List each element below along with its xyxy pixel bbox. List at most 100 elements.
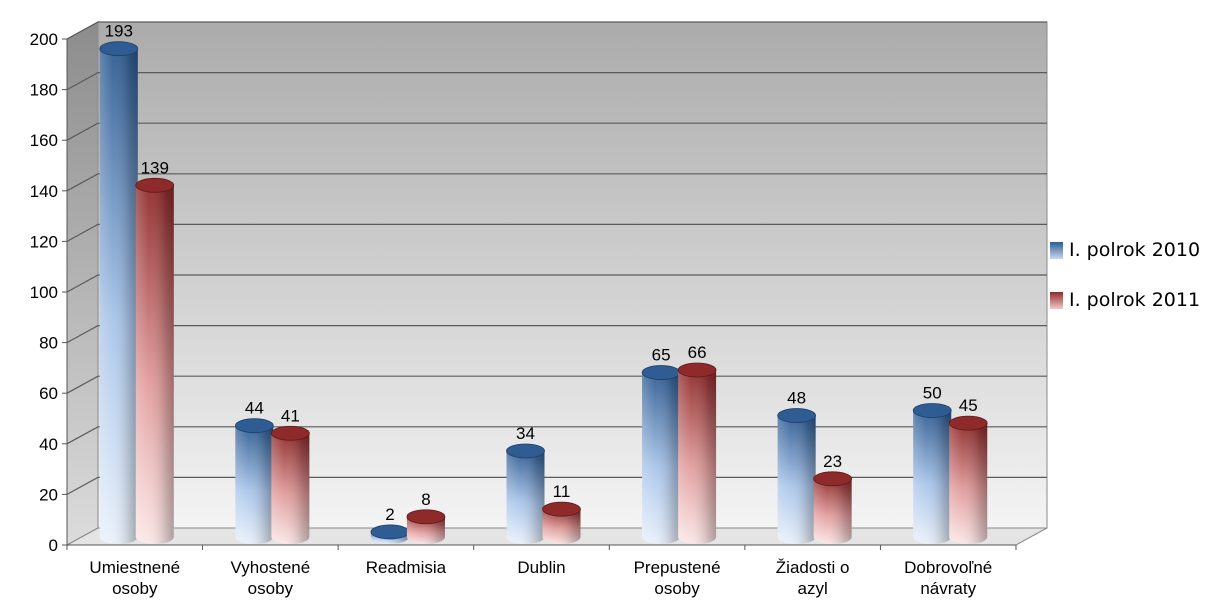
legend-label-2011: I. polrok 2011 — [1069, 289, 1201, 311]
y-tick-label: 200 — [30, 30, 58, 49]
x-tick-label: osoby — [112, 579, 158, 598]
data-label: 11 — [553, 482, 571, 501]
bars — [99, 41, 988, 545]
gridline — [66, 173, 1047, 192]
bar-shade — [813, 478, 852, 544]
bar — [641, 365, 681, 544]
gridline — [66, 476, 1047, 495]
y-tick-label: 100 — [30, 283, 58, 302]
bar-top — [406, 509, 446, 525]
gridline — [66, 71, 1047, 91]
x-tick-label: Dobrovoľné — [904, 558, 992, 577]
bar-top — [542, 501, 581, 517]
y-tick-label: 80 — [39, 334, 58, 353]
bar-top — [948, 415, 988, 431]
bar — [912, 403, 952, 544]
bar-shade — [235, 425, 274, 544]
bar — [99, 41, 139, 545]
bar-top — [135, 177, 175, 193]
y-tick-label: 40 — [39, 435, 58, 454]
bar-shade — [542, 509, 581, 544]
x-tick-label: Prepustené — [634, 558, 721, 577]
x-tick-label: osoby — [248, 579, 294, 598]
gridline — [66, 426, 1047, 445]
legend: I. polrok 2010 I. polrok 2011 — [1050, 238, 1220, 338]
data-label: 65 — [652, 346, 671, 365]
x-tick-label: Vyhostené — [230, 558, 310, 577]
legend-swatch-2010 — [1050, 241, 1063, 259]
x-tick-label: Umiestnené — [89, 558, 180, 577]
data-label: 2 — [385, 505, 394, 524]
bar-top — [99, 41, 139, 57]
data-labels: 193 139 44 41 2 8 34 11 65 66 48 23 50 45 — [105, 22, 978, 524]
bar-top — [234, 418, 274, 434]
bar — [542, 501, 581, 544]
gridline — [66, 274, 1047, 293]
legend-item-2011: I. polrok 2011 — [1050, 288, 1220, 312]
y-tick-label: 120 — [30, 232, 58, 251]
bar-shade — [777, 415, 816, 544]
bar — [270, 425, 310, 544]
data-label: 44 — [245, 399, 264, 418]
data-label: 8 — [421, 490, 430, 509]
bar-shade — [135, 185, 174, 544]
bar — [406, 509, 446, 544]
bar — [506, 443, 545, 544]
data-label: 193 — [105, 22, 133, 41]
bar-shade — [642, 372, 681, 544]
bar-top — [370, 524, 410, 540]
y-tick-label: 60 — [39, 384, 58, 403]
bar-top — [506, 443, 545, 459]
legend-label-2010: I. polrok 2010 — [1069, 239, 1201, 261]
x-tick-label: Dublin — [517, 558, 565, 577]
bar — [135, 177, 175, 544]
x-tick-label: azyl — [798, 579, 828, 598]
data-label: 34 — [516, 424, 535, 443]
gridlines — [66, 21, 1047, 495]
bar-shade — [949, 423, 988, 544]
x-tick-label: návraty — [920, 579, 976, 598]
bar — [948, 415, 988, 544]
bar — [234, 418, 274, 544]
data-label: 139 — [141, 158, 169, 177]
bar-top — [641, 365, 681, 380]
bar-shade — [678, 370, 717, 544]
y-tick-label: 20 — [39, 485, 58, 504]
bar-top — [270, 425, 310, 441]
data-label: 50 — [923, 384, 942, 403]
data-label: 41 — [281, 406, 300, 425]
y-tick-label: 180 — [30, 81, 58, 100]
bar-shade — [99, 48, 138, 545]
gridline — [66, 122, 1047, 141]
data-label: 48 — [787, 389, 806, 408]
legend-item-2010: I. polrok 2010 — [1050, 238, 1220, 262]
gridline — [66, 223, 1047, 242]
legend-swatch-2011 — [1050, 291, 1063, 309]
bar-shade — [406, 516, 445, 544]
bar-shade — [913, 410, 952, 544]
y-tick-label: 140 — [30, 182, 58, 201]
gridline — [66, 21, 1047, 40]
x-tick-label: osoby — [654, 579, 700, 598]
bar — [677, 362, 717, 544]
x-tick-label: Readmisia — [366, 558, 447, 577]
gridline — [66, 325, 1047, 344]
bar — [813, 471, 853, 544]
bar-shade — [506, 450, 545, 544]
x-tick-label: Žiadosti o — [776, 558, 850, 577]
bar — [370, 524, 410, 544]
bar-top — [777, 408, 817, 423]
data-label: 66 — [688, 343, 707, 362]
data-label: 45 — [959, 396, 978, 415]
bar — [777, 408, 817, 544]
bar-shade — [271, 433, 310, 544]
y-tick-label: 0 — [49, 536, 58, 555]
y-tick-label: 160 — [30, 131, 58, 150]
bar-top — [912, 403, 952, 418]
bar-top — [677, 362, 717, 378]
bar-top — [813, 471, 853, 487]
gridline — [66, 375, 1047, 394]
axes: 0 20 40 60 80 100 120 140 160 180 200 Umiestnené oso… — [30, 30, 1017, 598]
data-label: 23 — [823, 452, 842, 471]
